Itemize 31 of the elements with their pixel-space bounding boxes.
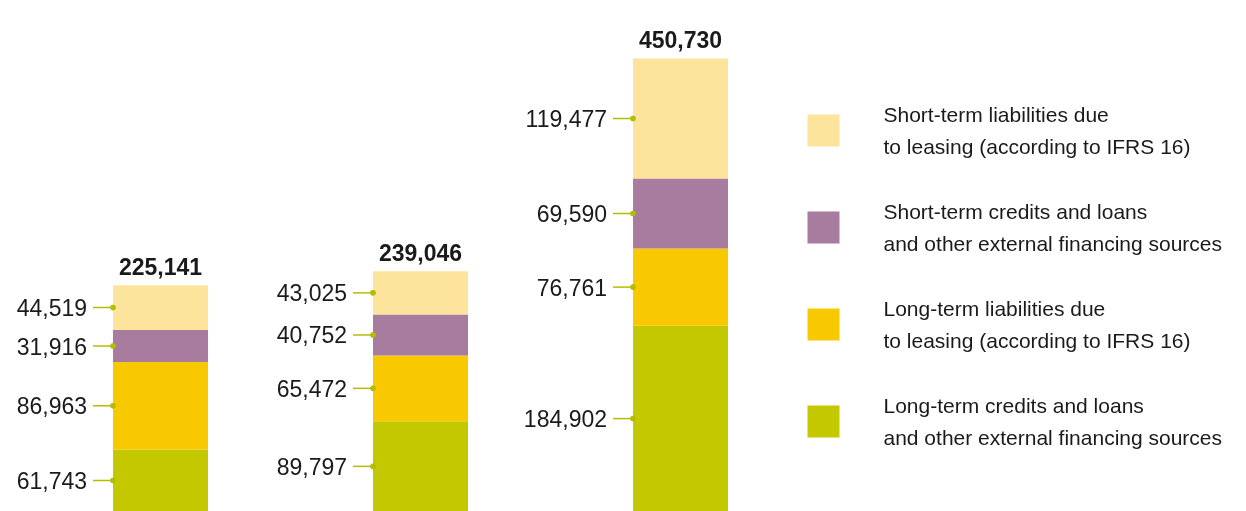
total-label: 225,141: [118, 254, 203, 281]
data-label: 65,472: [276, 375, 348, 402]
bar: [113, 449, 208, 511]
total-label: 450,730: [638, 27, 723, 54]
total-label: 239,046: [378, 240, 463, 267]
data-label: 86,963: [16, 393, 88, 420]
legend-label: Long-term credits and loans and other external financing sources: [883, 394, 1223, 449]
bar: [373, 314, 468, 356]
data-label: 69,590: [536, 201, 608, 228]
data-label: 61,743: [16, 467, 88, 494]
bar: [373, 271, 468, 315]
data-label: 44,519: [16, 295, 88, 322]
bar: [113, 285, 208, 330]
bar: [373, 355, 468, 422]
legend-label: Long-term liabilities due to leasing (according to IFRS 16): [883, 297, 1191, 352]
data-label: 40,752: [276, 322, 348, 349]
bar: [113, 329, 208, 363]
data-label: 89,797: [276, 453, 348, 480]
data-label: 31,916: [16, 333, 88, 360]
data-label: 76,761: [536, 274, 608, 301]
data-label: 119,477: [525, 106, 608, 133]
legend-label: Short-term liabilities due to leasing (according to IFRS 16): [883, 103, 1191, 158]
data-label: 184,902: [523, 406, 607, 433]
bar: [633, 248, 728, 326]
bar: [373, 421, 468, 511]
data-label: 43,025: [276, 280, 348, 307]
legend-label: Short-term credits and loans and other external financing sources: [883, 200, 1223, 255]
bar: [113, 362, 208, 450]
bar: [633, 325, 728, 511]
bar: [633, 58, 728, 179]
bar: [633, 178, 728, 249]
